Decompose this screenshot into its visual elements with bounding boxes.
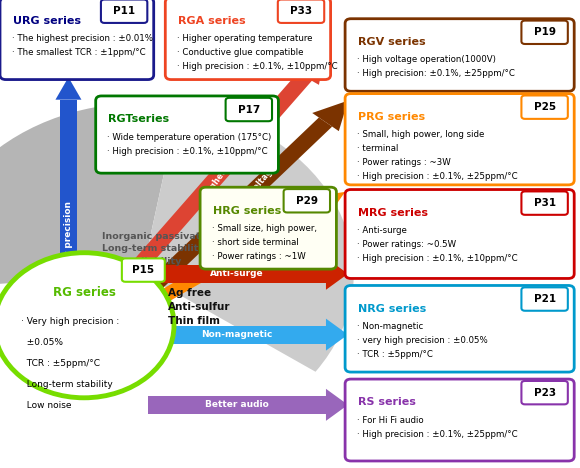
Text: RS series: RS series (358, 397, 416, 408)
Text: P15: P15 (132, 265, 154, 275)
FancyBboxPatch shape (96, 96, 278, 173)
Text: · Power ratings: ~0.5W: · Power ratings: ~0.5W (357, 240, 456, 249)
Text: · High precision : ±0.1%, ±25ppm/°C: · High precision : ±0.1%, ±25ppm/°C (357, 172, 517, 182)
FancyBboxPatch shape (345, 190, 574, 278)
Polygon shape (137, 203, 321, 314)
Text: · TCR : ±5ppm/°C: · TCR : ±5ppm/°C (357, 350, 433, 359)
Text: Long-term stability: Long-term stability (102, 244, 204, 254)
FancyBboxPatch shape (200, 187, 336, 269)
Text: · High precision : ±0.1%, ±10ppm/°C: · High precision : ±0.1%, ±10ppm/°C (177, 62, 338, 72)
Text: · The smallest TCR : ±1ppm/°C: · The smallest TCR : ±1ppm/°C (12, 48, 145, 58)
FancyBboxPatch shape (345, 379, 574, 461)
Polygon shape (326, 319, 348, 351)
Text: Anti-sulfur: Anti-sulfur (168, 301, 231, 312)
Text: ±0.05%: ±0.05% (21, 338, 63, 347)
Text: Anti-surge: Anti-surge (210, 269, 264, 278)
Text: · Small size, high power,: · Small size, high power, (212, 224, 317, 233)
FancyBboxPatch shape (521, 21, 568, 44)
Text: URG series: URG series (13, 16, 81, 26)
Text: P33: P33 (290, 6, 312, 16)
Polygon shape (148, 326, 326, 344)
FancyBboxPatch shape (345, 285, 574, 372)
Polygon shape (56, 77, 81, 100)
Polygon shape (307, 192, 345, 219)
Text: · High precision: ±0.1%, ±25ppm/°C: · High precision: ±0.1%, ±25ppm/°C (357, 69, 514, 79)
Text: NRG series: NRG series (358, 304, 426, 314)
Text: RGV series: RGV series (358, 37, 426, 47)
Text: · High precision : ±0.1%, ±10ppm/°C: · High precision : ±0.1%, ±10ppm/°C (357, 254, 517, 263)
FancyBboxPatch shape (122, 258, 165, 282)
Text: PRG series: PRG series (358, 112, 425, 122)
Polygon shape (148, 396, 326, 414)
Text: · High voltage operation(1000V): · High voltage operation(1000V) (357, 55, 495, 65)
Text: Ag free: Ag free (168, 287, 211, 298)
Polygon shape (291, 54, 325, 85)
FancyBboxPatch shape (521, 95, 568, 119)
Text: · Conductive glue compatible: · Conductive glue compatible (177, 48, 303, 58)
Text: · Anti-surge: · Anti-surge (357, 226, 407, 235)
Text: · The highest precision : ±0.01%: · The highest precision : ±0.01% (12, 34, 153, 44)
Text: RGA series: RGA series (178, 16, 246, 26)
FancyBboxPatch shape (165, 0, 331, 80)
FancyBboxPatch shape (521, 287, 568, 311)
Text: · Higher operating temperature: · Higher operating temperature (177, 34, 313, 44)
Text: Higher power: Higher power (227, 221, 284, 266)
Text: Higher temperature: Higher temperature (202, 117, 264, 199)
Wedge shape (142, 106, 354, 372)
Text: · Non-magnetic: · Non-magnetic (357, 322, 423, 331)
FancyBboxPatch shape (101, 0, 147, 23)
Text: P21: P21 (534, 294, 556, 304)
FancyBboxPatch shape (521, 191, 568, 215)
Polygon shape (118, 117, 332, 318)
Text: · High precision : ±0.1%, ±10ppm/°C: · High precision : ±0.1%, ±10ppm/°C (107, 146, 268, 156)
Text: P11: P11 (113, 6, 135, 16)
Text: · Very high precision :: · Very high precision : (21, 317, 119, 326)
Text: · Power ratings : ~1W: · Power ratings : ~1W (212, 252, 306, 261)
Text: P29: P29 (296, 196, 318, 206)
FancyBboxPatch shape (226, 98, 272, 121)
Wedge shape (0, 103, 179, 289)
FancyBboxPatch shape (345, 94, 574, 185)
Text: RG series: RG series (53, 286, 115, 299)
Text: · very high precision : ±0.05%: · very high precision : ±0.05% (357, 336, 487, 345)
Text: P17: P17 (238, 104, 260, 115)
Text: High reliability: High reliability (102, 257, 181, 266)
Text: · Small, high power, long side: · Small, high power, long side (357, 130, 484, 139)
FancyBboxPatch shape (521, 381, 568, 404)
Text: Non-magnetic: Non-magnetic (201, 330, 273, 339)
Text: TCR : ±5ppm/°C: TCR : ±5ppm/°C (21, 359, 100, 368)
Text: MRG series: MRG series (358, 208, 428, 218)
Text: Better audio: Better audio (205, 400, 269, 410)
Text: · short side terminal: · short side terminal (212, 238, 299, 247)
Text: Higher precision: Higher precision (64, 201, 73, 285)
Text: P23: P23 (534, 388, 556, 398)
Text: P25: P25 (534, 102, 556, 112)
Text: · High precision : ±0.1%, ±25ppm/°C: · High precision : ±0.1%, ±25ppm/°C (357, 430, 517, 439)
Text: Inorganic passivation: Inorganic passivation (102, 232, 216, 241)
Text: · Power ratings : ~3W: · Power ratings : ~3W (357, 158, 451, 168)
Polygon shape (60, 100, 77, 386)
Text: · terminal: · terminal (357, 144, 398, 154)
Text: Long-term stability: Long-term stability (21, 380, 113, 389)
Polygon shape (326, 389, 348, 421)
Text: · Wide temperature operation (175°C): · Wide temperature operation (175°C) (107, 132, 271, 142)
Polygon shape (95, 73, 312, 313)
FancyBboxPatch shape (0, 0, 154, 80)
Text: RGTseries: RGTseries (108, 114, 169, 124)
Text: P31: P31 (534, 198, 556, 208)
FancyBboxPatch shape (345, 19, 574, 91)
Text: Thin film: Thin film (168, 315, 220, 326)
Text: · For Hi Fi audio: · For Hi Fi audio (357, 416, 423, 425)
FancyBboxPatch shape (278, 0, 324, 23)
Text: HRG series: HRG series (213, 205, 281, 216)
Polygon shape (326, 258, 348, 290)
Polygon shape (312, 101, 348, 131)
Text: High voltage: High voltage (232, 163, 278, 215)
FancyBboxPatch shape (284, 189, 330, 212)
Text: Low noise: Low noise (21, 401, 72, 410)
Circle shape (0, 253, 174, 398)
Polygon shape (148, 265, 326, 283)
Text: P19: P19 (534, 27, 556, 37)
